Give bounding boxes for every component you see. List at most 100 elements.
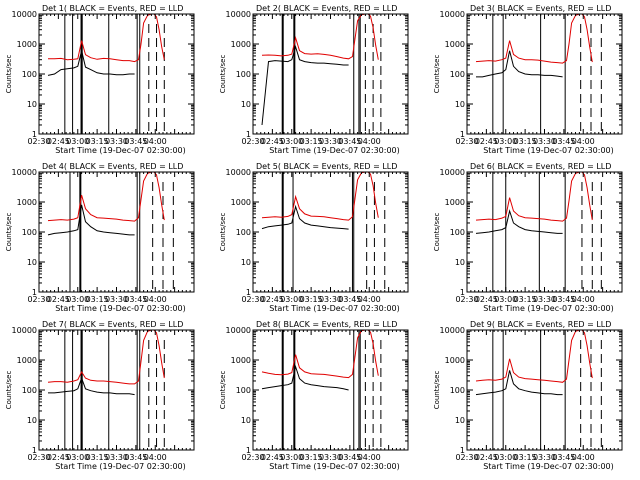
x-tick-label: 04:00 bbox=[358, 295, 381, 304]
y-tick-label: 100 bbox=[236, 386, 251, 395]
y-tick-label: 1000 bbox=[17, 198, 37, 207]
y-tick-label: 10000 bbox=[226, 168, 251, 177]
lld-series-line bbox=[48, 13, 165, 63]
panel-title: Det 9( BLACK = Events, RED = LLD bbox=[470, 320, 611, 329]
y-axis-label: Counts/sec bbox=[433, 371, 441, 410]
plot-frame bbox=[38, 171, 195, 293]
detector-panel: Det 4( BLACK = Events, RED = LLD 1 10 100 10… bbox=[5, 162, 195, 313]
y-tick-label: 10 bbox=[241, 416, 251, 425]
lld-series-line bbox=[475, 171, 593, 222]
x-tick-label: 03:15 bbox=[514, 453, 537, 462]
lld-series-line bbox=[261, 329, 379, 379]
x-tick-label: 03:15 bbox=[514, 137, 537, 146]
detector-panel: Det 7( BLACK = Events, RED = LLD 1 10 100 10… bbox=[5, 320, 195, 471]
panel-title: Det 1( BLACK = Events, RED = LLD bbox=[42, 4, 183, 13]
x-tick-label: 03:00 bbox=[280, 453, 303, 462]
y-tick-label: 10000 bbox=[12, 168, 37, 177]
lld-series-line bbox=[47, 329, 165, 385]
y-tick-label: 10 bbox=[455, 100, 465, 109]
x-tick-label: 02:45 bbox=[47, 295, 70, 304]
x-tick-label: 02:45 bbox=[261, 137, 284, 146]
x-tick-label: 03:00 bbox=[66, 137, 89, 146]
x-tick-label: 03:00 bbox=[494, 295, 517, 304]
x-tick-label: 03:30 bbox=[105, 137, 128, 146]
x-tick-label: 04:00 bbox=[144, 295, 167, 304]
y-tick-label: 10000 bbox=[226, 10, 251, 19]
x-tick-label: 03:00 bbox=[280, 295, 303, 304]
x-tick-label: 03:45 bbox=[552, 295, 575, 304]
y-tick-label: 100 bbox=[450, 70, 465, 79]
y-tick-label: 10000 bbox=[440, 168, 465, 177]
x-tick-label: 02:30 bbox=[241, 137, 264, 146]
y-tick-label: 100 bbox=[450, 386, 465, 395]
y-tick-label: 10 bbox=[455, 416, 465, 425]
y-tick-label: 10 bbox=[27, 258, 37, 267]
lld-series-line bbox=[47, 171, 165, 222]
events-series-line bbox=[475, 370, 563, 396]
y-tick-label: 1 bbox=[460, 288, 465, 297]
x-tick-label: 04:00 bbox=[144, 453, 167, 462]
x-tick-label: 03:45 bbox=[338, 453, 361, 462]
y-tick-label: 1000 bbox=[231, 198, 251, 207]
lld-series-line bbox=[261, 13, 379, 60]
x-tick-label: 02:45 bbox=[475, 295, 498, 304]
detector-panel: Det 1( BLACK = Events, RED = LLD 1 10 100 10… bbox=[5, 4, 195, 155]
events-series-line bbox=[47, 204, 135, 236]
x-tick-label: 02:30 bbox=[27, 295, 50, 304]
x-axis-label: Start Time (19-Dec-07 02:30:00) bbox=[269, 146, 400, 155]
y-tick-label: 100 bbox=[450, 228, 465, 237]
x-tick-label: 04:00 bbox=[358, 453, 381, 462]
x-tick-label: 02:30 bbox=[455, 295, 478, 304]
plot-frame bbox=[38, 13, 195, 135]
x-tick-label: 03:00 bbox=[66, 453, 89, 462]
detector-panel: Det 5( BLACK = Events, RED = LLD 1 10 100 10… bbox=[219, 162, 409, 313]
y-tick-label: 100 bbox=[22, 228, 37, 237]
x-tick-label: 02:30 bbox=[241, 295, 264, 304]
lld-series-line bbox=[475, 329, 593, 383]
x-tick-label: 02:45 bbox=[475, 453, 498, 462]
x-tick-label: 02:45 bbox=[261, 295, 284, 304]
y-tick-label: 1000 bbox=[231, 356, 251, 365]
y-tick-label: 1 bbox=[460, 130, 465, 139]
y-tick-label: 1000 bbox=[17, 40, 37, 49]
y-tick-label: 1000 bbox=[445, 40, 465, 49]
x-tick-label: 02:30 bbox=[241, 453, 264, 462]
x-tick-label: 03:15 bbox=[86, 295, 109, 304]
y-tick-label: 10 bbox=[27, 416, 37, 425]
x-axis-label: Start Time (19-Dec-07 02:30:00) bbox=[55, 146, 186, 155]
x-tick-label: 03:15 bbox=[300, 137, 323, 146]
x-axis-label: Start Time (19-Dec-07 02:30:00) bbox=[55, 304, 186, 313]
y-tick-label: 1000 bbox=[231, 40, 251, 49]
x-tick-label: 03:30 bbox=[319, 453, 342, 462]
x-tick-label: 02:30 bbox=[27, 137, 50, 146]
x-tick-label: 03:45 bbox=[124, 453, 147, 462]
x-tick-label: 04:00 bbox=[144, 137, 167, 146]
detector-panel: Det 6( BLACK = Events, RED = LLD 1 10 100 10… bbox=[433, 162, 623, 313]
y-axis-label: Counts/sec bbox=[219, 55, 227, 94]
panel-title: Det 6( BLACK = Events, RED = LLD bbox=[470, 162, 611, 171]
plot-frame bbox=[252, 329, 409, 451]
panel-title: Det 5( BLACK = Events, RED = LLD bbox=[256, 162, 397, 171]
x-tick-label: 03:45 bbox=[124, 137, 147, 146]
x-tick-label: 03:15 bbox=[86, 137, 109, 146]
x-tick-label: 03:00 bbox=[66, 295, 89, 304]
y-tick-label: 1 bbox=[246, 130, 251, 139]
y-axis-label: Counts/sec bbox=[219, 213, 227, 252]
plot-frame bbox=[38, 329, 195, 451]
events-series-line bbox=[48, 376, 135, 396]
y-tick-label: 10000 bbox=[440, 326, 465, 335]
y-tick-label: 10000 bbox=[440, 10, 465, 19]
y-tick-label: 1000 bbox=[17, 356, 37, 365]
x-tick-label: 03:15 bbox=[514, 295, 537, 304]
panel-title: Det 7( BLACK = Events, RED = LLD bbox=[42, 320, 183, 329]
x-tick-label: 02:45 bbox=[475, 137, 498, 146]
x-tick-label: 03:30 bbox=[533, 453, 556, 462]
y-axis-label: Counts/sec bbox=[433, 55, 441, 94]
x-tick-label: 03:45 bbox=[124, 295, 147, 304]
events-series-line bbox=[476, 50, 563, 78]
x-tick-label: 02:45 bbox=[47, 137, 70, 146]
x-tick-label: 03:30 bbox=[533, 137, 556, 146]
lld-series-line bbox=[475, 13, 593, 64]
y-tick-label: 1 bbox=[32, 288, 37, 297]
